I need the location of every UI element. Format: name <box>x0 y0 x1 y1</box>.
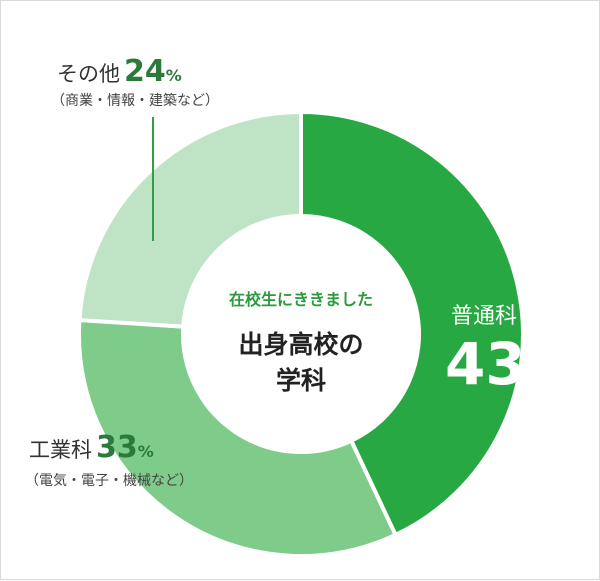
slice-note-kogyoka: （電気・電子・機械など） <box>25 473 193 489</box>
donut-slice-0 <box>299 109 525 538</box>
slices-group <box>77 109 525 558</box>
slice-label-kogyoka-num: 33 <box>96 430 138 465</box>
slice-label-futsuka: 普通科 <box>451 304 517 329</box>
slice-label-sonota-unit: % <box>166 66 182 85</box>
slice-label-kogyoka: 工業科 33% <box>29 430 154 465</box>
slice-value-futsuka-unit: % <box>526 365 548 390</box>
slice-value-futsuka: 43% <box>445 330 548 398</box>
slice-label-sonota: その他 24% <box>57 54 182 89</box>
center-title-line2: 学科 <box>276 366 326 395</box>
slice-label-sonota-name: その他 <box>57 62 120 86</box>
donut-slice-2 <box>77 109 303 329</box>
slice-label-kogyoka-name: 工業科 <box>29 438 92 462</box>
donut-slice-1 <box>77 317 399 558</box>
center-subtitle: 在校生にききました <box>229 290 373 309</box>
slice-label-sonota-num: 24 <box>124 54 166 89</box>
slice-label-kogyoka-unit: % <box>138 442 154 461</box>
slice-note-sonota: （商業・情報・建築など） <box>51 93 219 109</box>
center-title-line1: 出身高校の <box>238 330 363 359</box>
slice-value-futsuka-num: 43 <box>445 330 526 398</box>
